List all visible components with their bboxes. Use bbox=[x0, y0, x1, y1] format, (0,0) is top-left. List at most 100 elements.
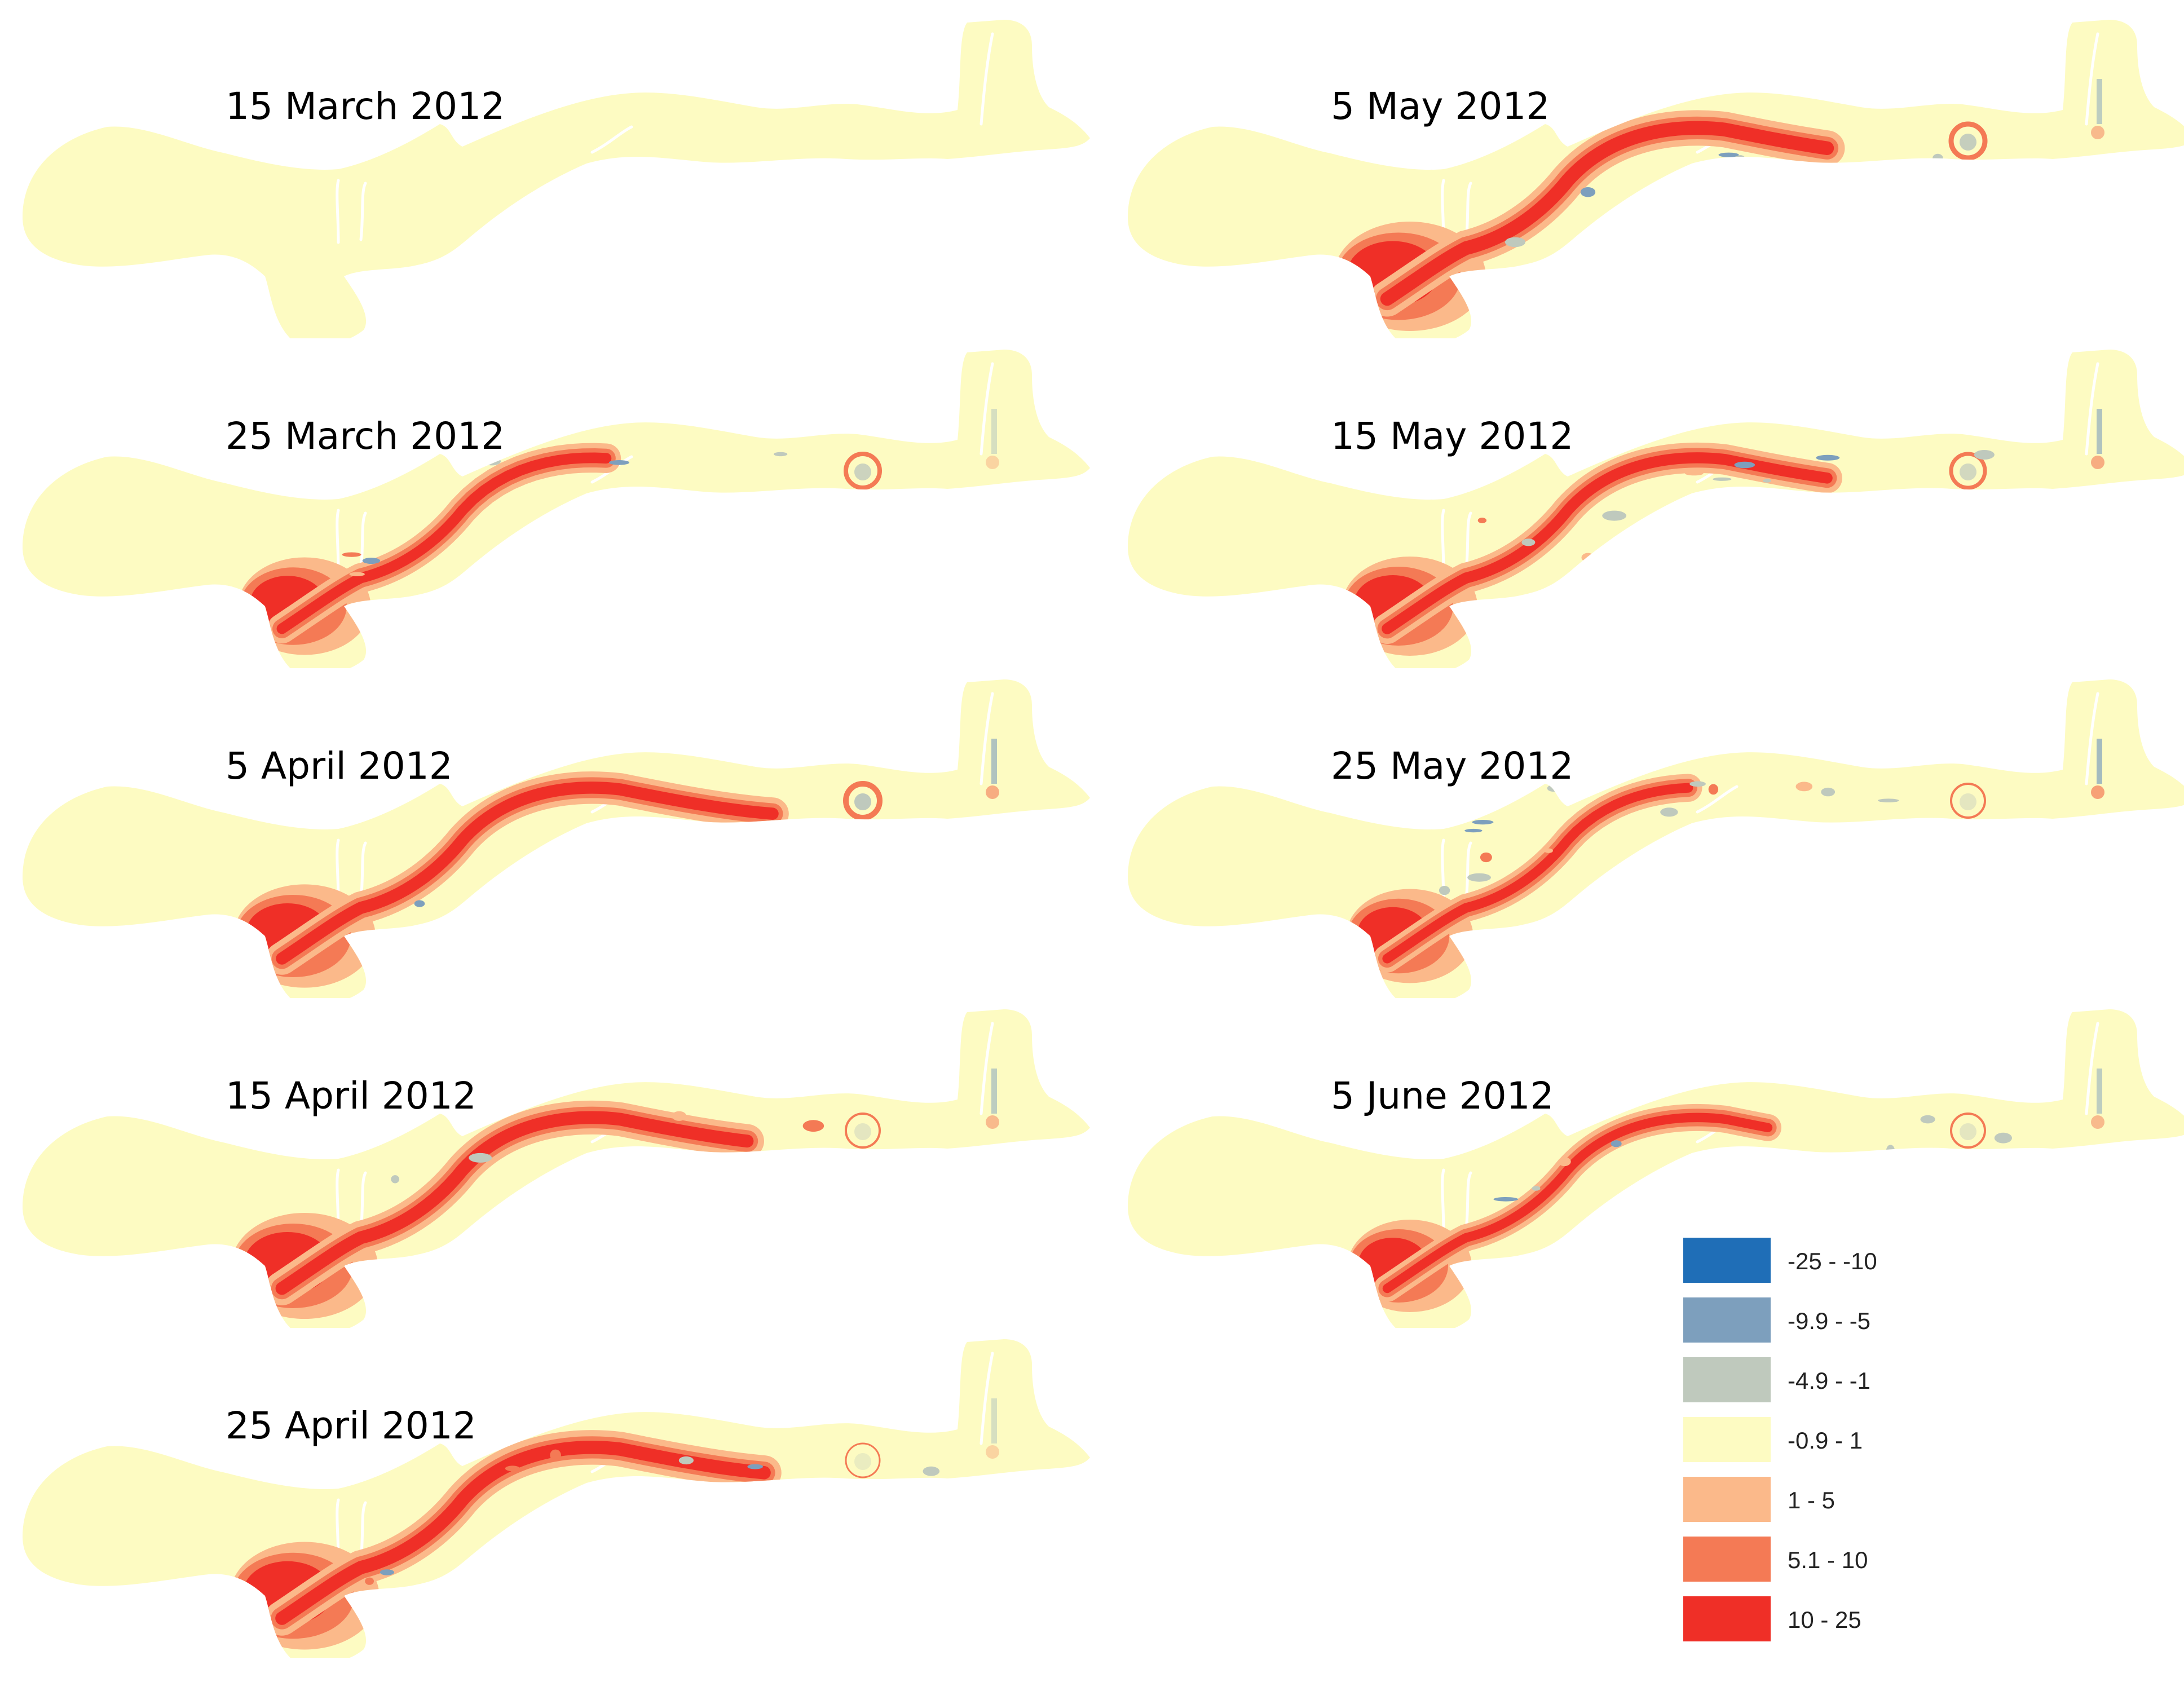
change-speck bbox=[774, 452, 788, 457]
change-speck bbox=[1929, 897, 1951, 904]
tributary-line bbox=[1464, 1171, 1472, 1231]
north-mouth-change bbox=[986, 1398, 999, 1459]
north-patch-red bbox=[986, 456, 999, 469]
change-speck bbox=[1948, 837, 1966, 842]
change-speck bbox=[1806, 1193, 1815, 1199]
change-speck bbox=[1861, 872, 1877, 881]
map-panel-5-june-2012: 5 June 2012 bbox=[1128, 1001, 2184, 1328]
estuary-water bbox=[23, 679, 1090, 998]
legend-label: -0.9 - 1 bbox=[1788, 1427, 1863, 1454]
change-speck bbox=[343, 804, 359, 809]
change-speck bbox=[672, 1111, 687, 1121]
change-speck bbox=[717, 503, 731, 507]
estuary-map bbox=[23, 1009, 1090, 1328]
north-mouth-change bbox=[2091, 409, 2104, 469]
change-speck bbox=[1878, 798, 1899, 802]
change-speck bbox=[380, 1569, 395, 1575]
ebb-ring-outer bbox=[1950, 1113, 1986, 1149]
ebb-ring-core bbox=[854, 793, 871, 810]
estuary-map bbox=[23, 20, 1090, 338]
change-speck bbox=[1780, 579, 1799, 584]
change-speck bbox=[1581, 553, 1595, 562]
estuary-water bbox=[1128, 679, 2184, 998]
legend-label: -9.9 - -5 bbox=[1788, 1308, 1871, 1334]
legend-swatch bbox=[1683, 1417, 1771, 1462]
change-speck bbox=[1558, 1157, 1571, 1167]
change-speck bbox=[1671, 1203, 1692, 1210]
legend-swatch bbox=[1683, 1477, 1771, 1522]
north-patch-blue bbox=[2097, 1069, 2102, 1114]
ebb-ring-outer bbox=[1950, 783, 1986, 819]
change-speck bbox=[1472, 820, 1494, 825]
change-speck bbox=[1878, 594, 1894, 599]
legend-item: 1 - 5 bbox=[1683, 1477, 1909, 1537]
change-speck bbox=[540, 535, 561, 545]
change-speck bbox=[780, 1156, 796, 1164]
panel-title: 15 April 2012 bbox=[226, 1074, 476, 1118]
change-speck bbox=[1724, 249, 1746, 261]
ebb-ring bbox=[1950, 783, 1986, 819]
legend-swatch bbox=[1683, 1537, 1771, 1582]
change-speck bbox=[1815, 1191, 1830, 1202]
north-patch-blue bbox=[991, 1069, 997, 1114]
change-speck bbox=[1814, 227, 1828, 239]
estuary-water bbox=[1128, 350, 2184, 668]
legend-item: 5.1 - 10 bbox=[1683, 1537, 1909, 1596]
change-layers bbox=[1348, 1069, 2104, 1312]
north-patch-red bbox=[2091, 1115, 2104, 1129]
legend-item: -4.9 - -1 bbox=[1683, 1357, 1909, 1417]
change-speck bbox=[1541, 594, 1550, 603]
change-speck bbox=[1713, 477, 1732, 481]
change-speck bbox=[1882, 554, 1901, 565]
channel-band-high bbox=[1382, 452, 1833, 634]
legend-item: -9.9 - -5 bbox=[1683, 1297, 1909, 1357]
north-patch-blue bbox=[991, 1398, 997, 1443]
change-speck bbox=[1962, 217, 1986, 224]
legend-label: -25 - -10 bbox=[1788, 1248, 1877, 1274]
change-speck bbox=[2041, 514, 2066, 519]
change-speck bbox=[365, 1577, 374, 1585]
change-speck bbox=[1921, 1202, 1935, 1212]
change-speck bbox=[1806, 1204, 1819, 1215]
north-mouth-change bbox=[2091, 739, 2104, 799]
ebb-ring-core bbox=[854, 1123, 871, 1140]
change-speck bbox=[1691, 593, 1712, 605]
tributary-line bbox=[359, 182, 367, 241]
ebb-ring bbox=[1948, 121, 1988, 161]
ebb-ring-core bbox=[1960, 793, 1976, 810]
tributary-channels bbox=[336, 32, 994, 244]
legend-item: -25 - -10 bbox=[1683, 1238, 1909, 1297]
channel-band-high bbox=[1380, 121, 1834, 306]
estuary-water bbox=[1128, 20, 2184, 338]
estuary-water bbox=[23, 350, 1090, 668]
ebb-ring-outer bbox=[845, 1442, 881, 1478]
estuary-map bbox=[23, 679, 1090, 998]
panel-title: 15 March 2012 bbox=[226, 85, 505, 128]
change-speck bbox=[1999, 1152, 2010, 1163]
change-speck bbox=[728, 920, 738, 929]
north-mouth-change bbox=[2091, 79, 2104, 139]
change-speck bbox=[1480, 852, 1492, 863]
ebb-ring-core bbox=[1960, 463, 1976, 480]
change-speck bbox=[866, 1172, 887, 1177]
change-speck bbox=[469, 1153, 492, 1163]
change-speck bbox=[678, 1456, 694, 1465]
change-speck bbox=[1709, 1197, 1731, 1202]
legend-label: 5.1 - 10 bbox=[1788, 1547, 1868, 1573]
north-mouth-change bbox=[986, 1069, 999, 1129]
estuary-water bbox=[23, 1339, 1090, 1658]
legend-swatch bbox=[1683, 1596, 1771, 1641]
change-speck bbox=[819, 846, 832, 852]
change-speck bbox=[1782, 246, 1797, 250]
tributary-line bbox=[359, 511, 367, 571]
change-speck bbox=[1763, 479, 1771, 483]
change-speck bbox=[1771, 249, 1790, 260]
change-speck bbox=[1821, 787, 1836, 797]
tributary-line bbox=[2085, 32, 2099, 126]
channel-band-high bbox=[1382, 1113, 1773, 1294]
ebb-ring-outer bbox=[844, 452, 882, 490]
change-speck bbox=[815, 1537, 831, 1543]
change-speck bbox=[1841, 1190, 1854, 1197]
tributary-line bbox=[590, 125, 633, 154]
estuary-map bbox=[1128, 350, 2184, 668]
